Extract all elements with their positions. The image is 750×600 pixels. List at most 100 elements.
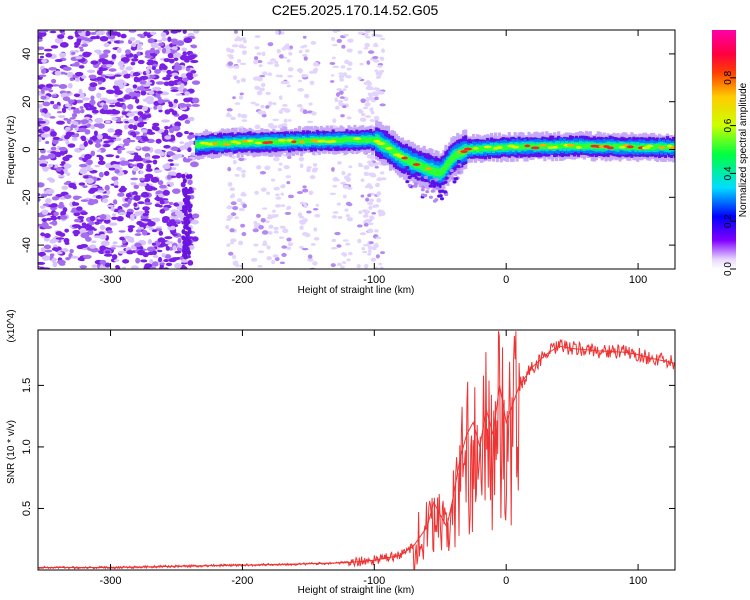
noise-blob (89, 215, 96, 222)
noise-blob (181, 208, 186, 214)
noise-blob (280, 107, 287, 111)
noise-blob (156, 104, 163, 110)
noise-blob (164, 254, 172, 259)
noise-blob (98, 155, 104, 162)
noise-blob (313, 227, 318, 232)
ridge-band (454, 151, 458, 159)
noise-blob (280, 192, 285, 196)
spectrogram-marks (38, 30, 675, 269)
noise-blob (296, 68, 303, 73)
noise-blob (41, 209, 49, 215)
noise-blob (96, 190, 105, 193)
noise-blob (175, 131, 183, 138)
noise-blob (336, 262, 343, 267)
noise-blob (103, 218, 111, 224)
noise-blob (190, 59, 199, 64)
noise-blob (363, 46, 369, 50)
noise-blob (227, 166, 232, 172)
noise-blob (99, 97, 108, 101)
noise-blob (361, 250, 368, 254)
noise-blob (73, 44, 79, 48)
noise-blob (367, 252, 372, 256)
noise-blob (47, 153, 56, 159)
noise-blob (407, 175, 412, 180)
noise-blob (363, 81, 369, 85)
noise-blob (87, 119, 93, 123)
ridge-band (428, 166, 432, 174)
noise-blob (119, 160, 128, 166)
noise-blob (81, 97, 90, 101)
noise-blob (347, 251, 353, 256)
noise-blob (278, 162, 283, 166)
y-tick-label: -40 (21, 237, 33, 253)
noise-blob (359, 232, 367, 236)
noise-blob (108, 104, 116, 108)
noise-blob (160, 32, 167, 38)
ridge-band (323, 137, 327, 143)
noise-blob (272, 209, 276, 213)
noise-blob (126, 250, 134, 255)
noise-blob (299, 220, 304, 224)
noise-blob (185, 174, 190, 180)
noise-blob (121, 70, 128, 75)
noise-blob (155, 138, 162, 144)
ridge-band (371, 137, 375, 143)
noise-blob (346, 202, 353, 207)
noise-blob (311, 111, 317, 116)
noise-blob (93, 49, 102, 53)
noise-blob (51, 94, 58, 98)
noise-blob (107, 35, 116, 40)
noise-blob (336, 88, 342, 91)
noise-blob (177, 41, 185, 45)
noise-blob (162, 76, 171, 81)
noise-blob (171, 46, 178, 51)
noise-blob (413, 184, 418, 188)
noise-blob (106, 230, 113, 234)
noise-blob (297, 79, 302, 83)
noise-blob (331, 36, 336, 42)
noise-blob (140, 90, 147, 96)
noise-blob (65, 131, 72, 138)
noise-blob (151, 125, 157, 131)
noise-blob (287, 119, 292, 122)
noise-blob (116, 79, 125, 85)
noise-blob (440, 197, 445, 201)
x-tick-label: -300 (100, 274, 122, 286)
noise-blob (331, 167, 335, 172)
noise-blob (357, 50, 363, 55)
noise-blob (299, 225, 304, 230)
noise-blob (108, 167, 116, 171)
ridge-band (345, 137, 349, 142)
noise-blob (239, 62, 247, 66)
noise-blob (105, 73, 115, 77)
noise-blob (174, 210, 184, 217)
noise-blob (235, 38, 240, 42)
noise-blob (54, 70, 62, 76)
noise-blob (184, 220, 189, 226)
noise-blob (89, 99, 96, 106)
noise-blob (339, 96, 345, 99)
noise-blob (51, 84, 60, 87)
noise-blob (154, 149, 163, 154)
noise-blob (375, 236, 382, 240)
ridge-band (448, 157, 452, 166)
noise-blob (105, 154, 115, 158)
noise-blob (176, 30, 182, 33)
noise-blob (240, 77, 246, 83)
noise-blob (332, 177, 339, 182)
noise-blob (97, 80, 102, 85)
noise-blob (71, 137, 78, 141)
noise-blob (94, 164, 101, 168)
noise-blob (112, 110, 121, 115)
noise-blob (127, 104, 134, 110)
noise-blob (365, 197, 370, 202)
ridge-peak (472, 146, 479, 150)
noise-blob (368, 185, 374, 190)
noise-blob (110, 206, 115, 212)
noise-blob (54, 153, 63, 156)
noise-blob (330, 263, 336, 268)
noise-blob (72, 202, 80, 206)
noise-blob (151, 155, 161, 159)
noise-blob (432, 199, 437, 203)
noise-blob (191, 103, 200, 107)
